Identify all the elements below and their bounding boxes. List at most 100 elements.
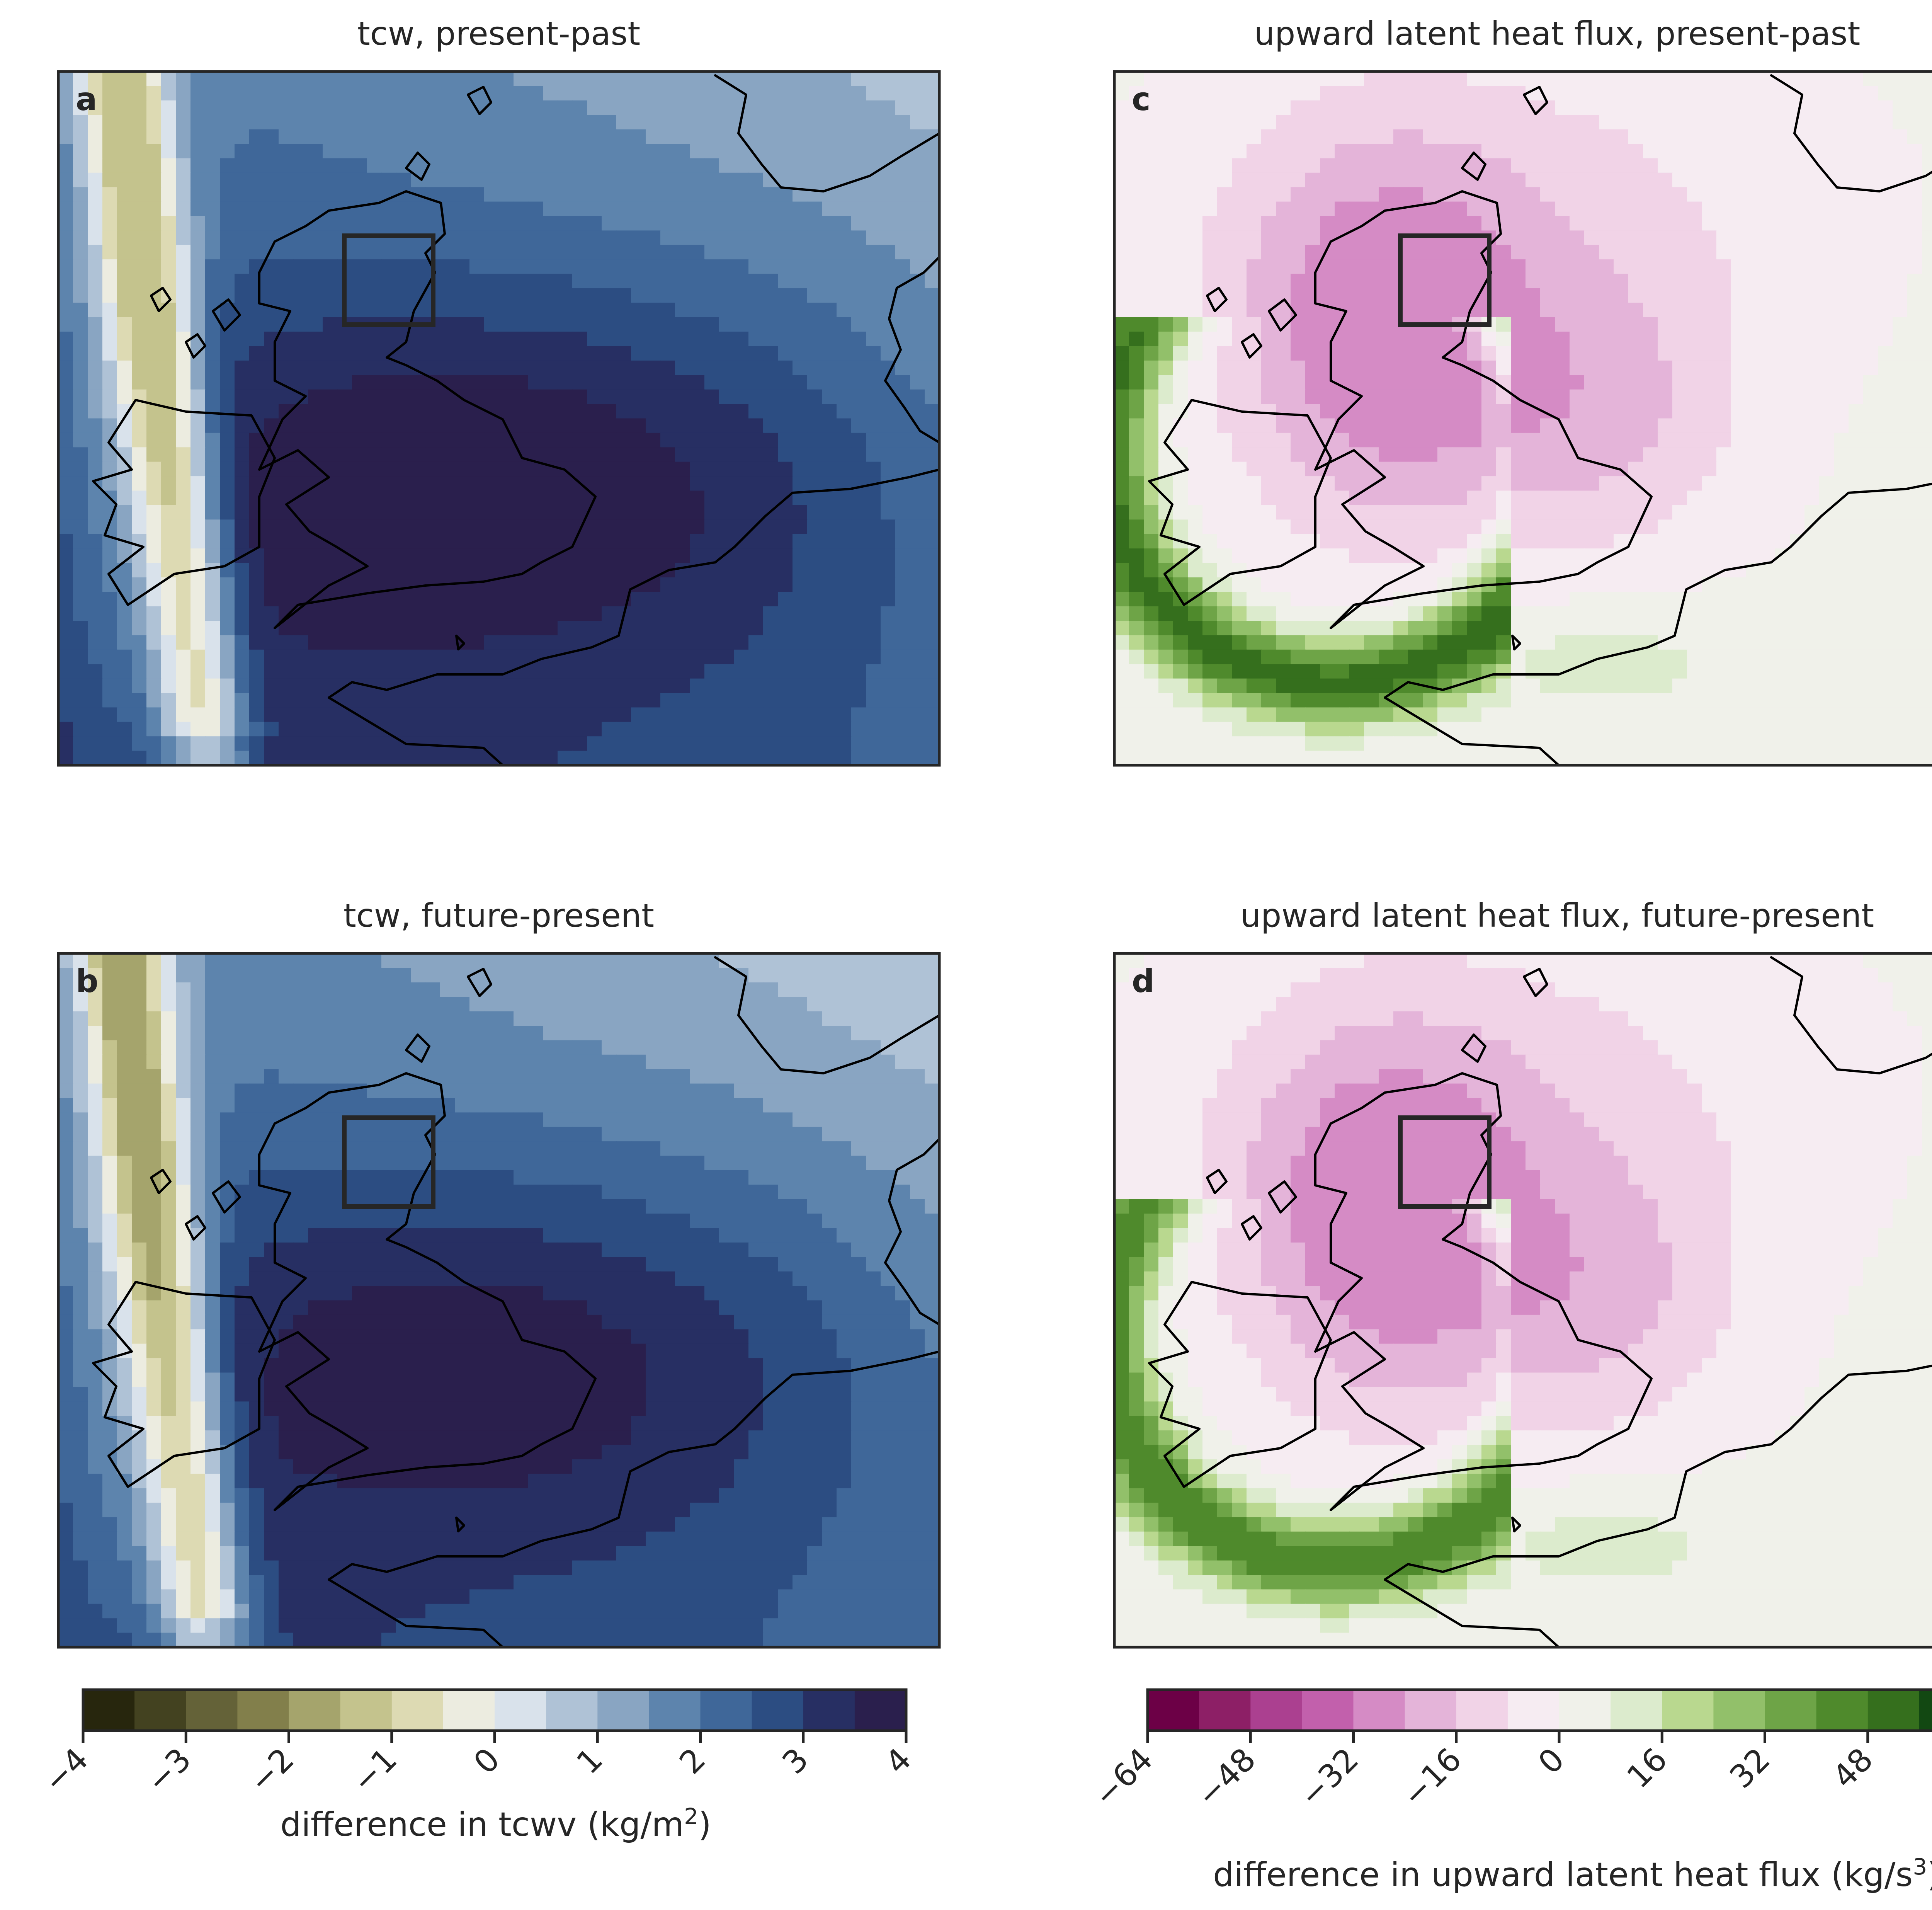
field-cell	[1628, 288, 1643, 303]
field-cell	[117, 303, 132, 318]
field-cell	[1496, 432, 1511, 448]
field-cell	[1731, 115, 1746, 130]
field-cell	[1232, 490, 1247, 506]
field-cell	[602, 563, 617, 578]
field-cell	[1599, 332, 1614, 347]
field-cell	[132, 259, 147, 274]
field-cell	[381, 592, 396, 607]
field-cell	[1893, 548, 1908, 563]
field-cell	[881, 172, 896, 188]
field-cell	[484, 678, 499, 693]
field-cell	[646, 86, 661, 101]
field-cell	[1716, 360, 1731, 376]
field-cell	[1349, 158, 1364, 173]
field-cell	[1702, 332, 1717, 347]
field-cell	[528, 736, 543, 751]
field-cell	[132, 707, 147, 722]
field-cell	[293, 649, 308, 665]
field-cell	[572, 722, 587, 737]
field-cell	[1467, 216, 1482, 231]
field-cell	[1305, 172, 1320, 188]
field-cell	[572, 577, 587, 592]
field-cell	[558, 144, 573, 159]
field-cell	[1320, 100, 1335, 116]
field-cell	[690, 476, 705, 491]
field-cell	[323, 144, 338, 159]
field-cell	[1158, 158, 1173, 173]
field-cell	[1437, 86, 1452, 101]
field-cell	[249, 375, 264, 390]
field-cell	[88, 722, 103, 737]
field-cell	[1496, 115, 1511, 130]
field-cell	[249, 664, 264, 679]
field-cell	[734, 259, 749, 274]
field-cell	[1423, 274, 1438, 289]
field-cell	[1202, 71, 1218, 87]
field-cell	[249, 722, 264, 737]
field-cell	[1672, 86, 1687, 101]
field-cell	[1173, 432, 1188, 448]
field-cell	[1555, 172, 1570, 188]
field-cell	[1716, 201, 1731, 216]
field-cell	[1467, 158, 1482, 173]
field-cell	[1232, 519, 1247, 535]
field-cell	[102, 259, 117, 274]
field-cell	[146, 187, 162, 202]
field-cell	[1570, 303, 1585, 318]
field-cell	[1907, 418, 1922, 433]
field-cell	[734, 664, 749, 679]
field-cell	[1643, 230, 1658, 245]
field-cell	[381, 86, 396, 101]
field-cell	[205, 592, 220, 607]
field-cell	[1144, 115, 1159, 130]
field-cell	[807, 317, 822, 332]
field-cell	[646, 722, 661, 737]
field-cell	[1349, 418, 1364, 433]
field-cell	[88, 432, 103, 448]
field-cell	[1291, 461, 1306, 477]
field-cell	[249, 71, 264, 87]
field-cell	[190, 71, 206, 87]
field-cell	[1320, 505, 1335, 520]
field-cell	[249, 534, 264, 549]
field-cell	[587, 288, 602, 303]
field-cell	[528, 592, 543, 607]
field-cell	[264, 707, 279, 722]
field-cell	[1173, 201, 1188, 216]
field-cell	[1320, 230, 1335, 245]
field-cell	[1129, 201, 1144, 216]
field-cell	[1746, 288, 1761, 303]
field-cell	[396, 751, 411, 765]
field-cell	[514, 375, 529, 390]
field-cell	[1702, 100, 1717, 116]
field-cell	[704, 100, 719, 116]
field-cell	[866, 288, 881, 303]
field-cell	[469, 432, 485, 448]
field-cell	[190, 519, 206, 535]
field-cell	[1893, 129, 1908, 144]
field-cell	[704, 649, 719, 665]
field-cell	[1643, 187, 1658, 202]
field-cell	[1849, 404, 1864, 419]
field-cell	[1202, 332, 1218, 347]
field-cell	[499, 86, 514, 101]
field-cell	[1672, 548, 1687, 563]
field-cell	[543, 592, 558, 607]
field-cell	[837, 461, 852, 477]
field-cell	[807, 332, 822, 347]
field-cell	[1217, 100, 1232, 116]
field-cell	[1129, 100, 1144, 116]
field-cell	[822, 317, 837, 332]
field-cell	[73, 606, 88, 621]
field-cell	[1526, 461, 1541, 477]
field-cell	[631, 678, 646, 693]
field-cell	[748, 461, 764, 477]
field-cell	[323, 86, 338, 101]
field-cell	[1614, 129, 1629, 144]
field-cell	[1526, 418, 1541, 433]
field-cell	[1129, 71, 1144, 87]
field-cell	[1716, 274, 1731, 289]
field-cell	[220, 71, 235, 87]
field-cell	[1217, 332, 1232, 347]
field-cell	[455, 303, 470, 318]
